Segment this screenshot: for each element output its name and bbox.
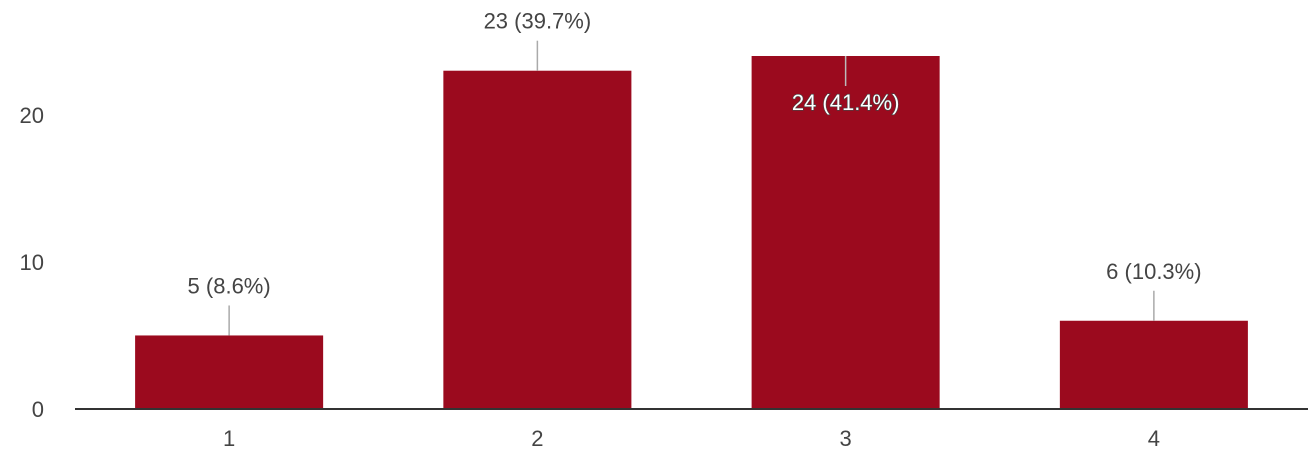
y-tick-label: 20 xyxy=(20,103,44,128)
x-tick-label: 1 xyxy=(223,426,235,449)
data-label: 5 (8.6%) xyxy=(188,273,271,298)
x-axis-ticks: 1 2 3 4 xyxy=(223,426,1160,449)
y-axis-ticks: 0 10 20 xyxy=(20,103,44,422)
bars xyxy=(135,56,1248,409)
y-tick-label: 10 xyxy=(20,250,44,275)
bar xyxy=(751,56,940,409)
label-leader-lines xyxy=(228,40,1155,336)
y-tick-label: 0 xyxy=(32,397,44,422)
bar xyxy=(1059,320,1248,409)
data-label: 6 (10.3%) xyxy=(1106,259,1201,284)
data-label: 23 (39.7%) xyxy=(484,9,592,34)
data-label: 24 (41.4%) xyxy=(792,90,900,115)
x-tick-label: 2 xyxy=(531,426,543,449)
x-tick-label: 3 xyxy=(840,426,852,449)
data-labels: 5 (8.6%) 23 (39.7%) 24 (41.4%) 6 (10.3%) xyxy=(188,9,1202,299)
bar xyxy=(443,70,632,409)
x-tick-label: 4 xyxy=(1148,426,1160,449)
bar xyxy=(135,335,324,409)
